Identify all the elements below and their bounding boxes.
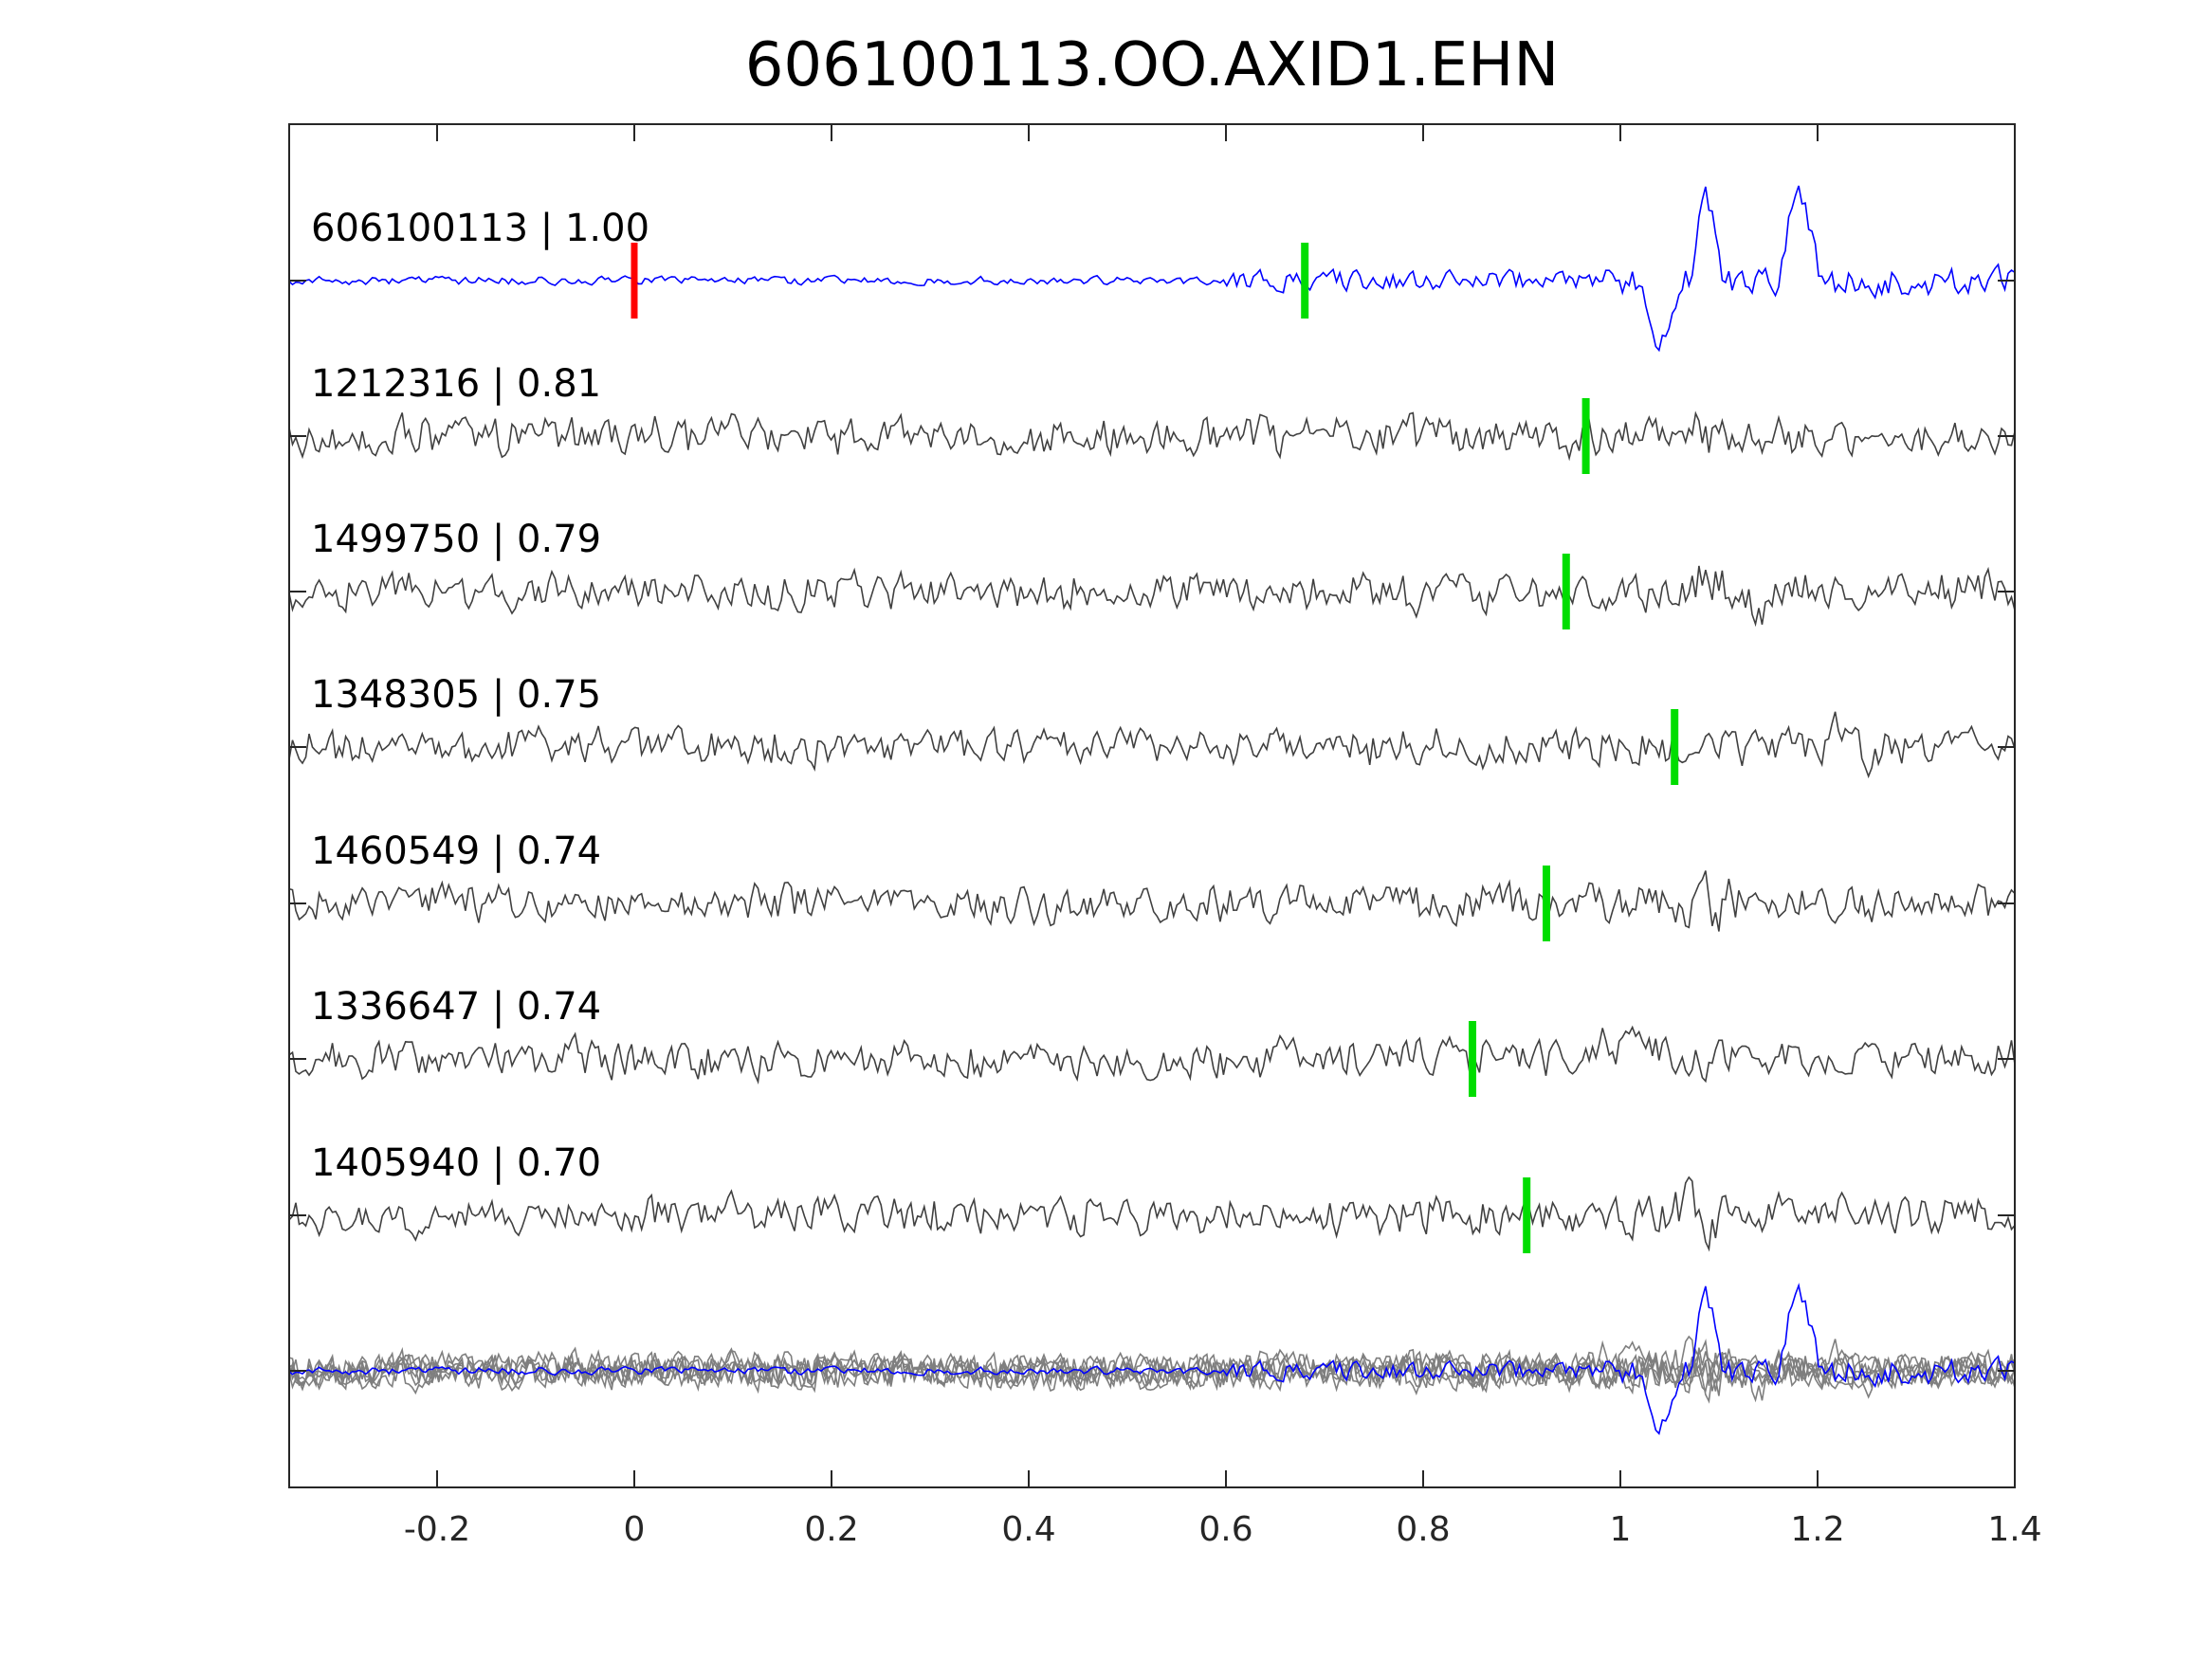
chart-title: 606100113.OO.AXID1.EHN	[745, 30, 1560, 100]
x-tick-label: 0	[624, 1510, 646, 1549]
trace-1212316	[288, 410, 2016, 462]
trace-606100113	[288, 185, 2016, 353]
trace-label-1499750: 1499750 | 0.79	[311, 518, 601, 561]
overlay-trace-606100113	[288, 1283, 2016, 1435]
trace-label-606100113: 606100113 | 1.00	[311, 207, 649, 250]
x-tick-label: 1	[1610, 1510, 1632, 1549]
trace-label-1405940: 1405940 | 0.70	[311, 1141, 601, 1185]
x-tick-label: -0.2	[404, 1510, 470, 1549]
trace-1405940	[288, 1176, 2016, 1252]
trace-label-1348305: 1348305 | 0.75	[311, 673, 601, 717]
x-tick-label: 1.4	[1987, 1510, 2041, 1549]
trace-1336647	[288, 1025, 2016, 1085]
x-tick-label: 0.8	[1396, 1510, 1450, 1549]
x-tick-label: 0.6	[1198, 1510, 1252, 1549]
trace-label-1460549: 1460549 | 0.74	[311, 830, 601, 873]
x-tick-label: 1.2	[1790, 1510, 1844, 1549]
trace-1348305	[288, 711, 2016, 779]
trace-1460549	[288, 870, 2016, 932]
overlay-trace-1405940	[288, 1335, 2016, 1404]
trace-1499750	[288, 565, 2016, 628]
overlay-trace-1336647	[288, 1340, 2016, 1395]
x-tick-label: 0.2	[804, 1510, 858, 1549]
trace-label-1336647: 1336647 | 0.74	[311, 985, 601, 1029]
x-axis: -0.2 0 0.2 0.4 0.6 0.8 1 1.2 1.4	[289, 124, 2042, 1549]
stacked-overlay	[288, 1283, 2016, 1435]
markers-layer	[631, 243, 1679, 1253]
x-tick-label: 0.4	[1001, 1510, 1055, 1549]
plot-frame	[288, 123, 2016, 1488]
trace-labels: 606100113 | 1.00 1212316 | 0.81 1499750 | …	[311, 207, 649, 1185]
traces-layer	[288, 185, 2016, 1252]
trace-label-1212316: 1212316 | 0.81	[311, 362, 601, 406]
